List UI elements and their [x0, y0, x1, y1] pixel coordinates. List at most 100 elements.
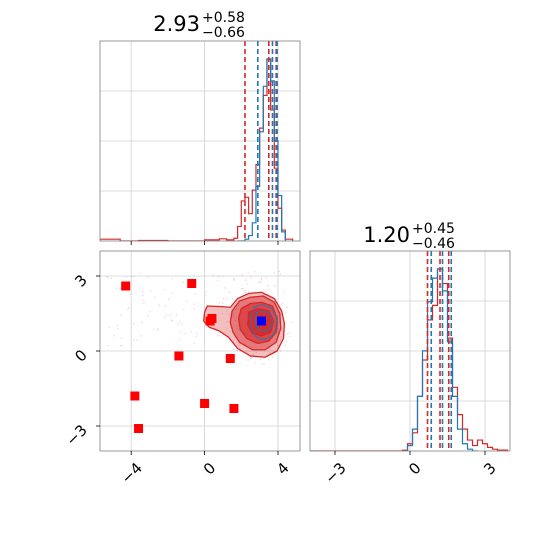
sample-point — [241, 274, 243, 276]
sample-point — [136, 339, 138, 341]
sample-point — [125, 276, 128, 278]
sample-point — [115, 287, 118, 289]
sample-point — [282, 292, 285, 294]
sample-point — [285, 312, 287, 314]
sample-point — [121, 344, 123, 346]
histogram-x-blue-series — [237, 58, 286, 241]
red-square-marker — [200, 399, 210, 408]
sample-point — [226, 327, 228, 329]
sample-point — [149, 290, 152, 293]
sample-point — [158, 304, 161, 307]
sample-point — [212, 274, 214, 276]
scatter-y-ticks: −3 0 3 — [62, 271, 100, 449]
histogram-x-title-minus: −0.66 — [202, 25, 245, 41]
sample-point — [153, 328, 155, 330]
red-square-marker — [174, 351, 184, 361]
sample-point — [225, 297, 228, 300]
sample-point — [280, 336, 282, 338]
sample-point — [263, 289, 265, 291]
sample-point — [128, 306, 130, 309]
sample-point — [246, 301, 248, 304]
sample-point — [177, 324, 179, 326]
sample-point — [113, 335, 115, 337]
contour-blue-inner — [254, 310, 274, 333]
sample-point — [284, 344, 286, 346]
sample-point — [279, 339, 282, 342]
sample-point — [240, 288, 243, 290]
sample-point — [250, 357, 252, 359]
sample-point — [154, 296, 156, 299]
histogram-x-quantile-lines — [244, 41, 278, 241]
sample-point — [251, 357, 253, 359]
sample-point — [285, 340, 288, 343]
sample-point — [267, 289, 269, 291]
sample-point — [279, 350, 282, 352]
sample-point — [233, 278, 236, 281]
sample-point — [266, 343, 268, 346]
sample-point — [184, 332, 186, 335]
sample-point — [164, 315, 166, 318]
sample-point — [224, 287, 226, 289]
sample-point — [233, 349, 235, 351]
histogram-y-ticks: −3 0 3 — [321, 451, 500, 487]
histogram-y-title-value: 1.20 — [363, 223, 410, 247]
sample-point — [260, 280, 262, 283]
sample-point — [248, 291, 250, 293]
sample-point — [225, 310, 228, 312]
sample-point — [203, 309, 205, 311]
sample-point — [181, 323, 183, 325]
sample-point — [271, 302, 273, 305]
sample-point — [247, 272, 249, 274]
sample-point — [170, 319, 172, 321]
sample-point — [279, 273, 282, 276]
sample-point — [238, 344, 241, 347]
sample-point — [167, 314, 169, 317]
sample-point — [193, 303, 195, 305]
red-square-marker — [207, 314, 217, 323]
scatter-x-ticks: −4 0 4 — [118, 451, 293, 487]
histogram-x-ticks — [130, 241, 279, 245]
histogram-y-panel: −3 0 3 1.20 +0.45 −0.46 — [309, 221, 511, 487]
sample-point — [171, 292, 174, 294]
sample-point — [221, 313, 224, 315]
sample-point — [260, 278, 263, 280]
histogram-x-grid — [100, 41, 300, 241]
sample-point — [180, 330, 182, 333]
sample-point — [245, 292, 247, 294]
x-tick-label: 0 — [405, 459, 424, 478]
sample-point — [164, 305, 167, 307]
sample-point — [171, 278, 174, 280]
sample-point — [243, 291, 246, 293]
sample-point — [219, 335, 221, 337]
sample-point — [193, 342, 195, 345]
sample-point — [233, 313, 235, 315]
sample-point — [175, 314, 178, 316]
sample-point — [269, 351, 271, 354]
sample-point — [253, 271, 256, 273]
sample-point — [257, 297, 259, 300]
sample-point — [289, 336, 291, 338]
sample-point — [170, 313, 172, 315]
sample-point — [119, 287, 122, 289]
sample-point — [247, 359, 249, 361]
scatter-markers — [121, 279, 266, 433]
sample-point — [141, 291, 144, 293]
sample-point — [263, 363, 265, 365]
sample-point — [226, 321, 228, 323]
red-square-marker — [187, 279, 197, 288]
sample-point — [254, 361, 256, 364]
sample-point — [236, 349, 238, 352]
sample-point — [133, 322, 135, 325]
sample-point — [231, 298, 234, 300]
sample-point — [143, 302, 145, 305]
sample-point — [288, 332, 291, 334]
histogram-y-quantile-lines — [426, 251, 453, 451]
sample-point — [107, 276, 109, 279]
sample-point — [281, 302, 284, 305]
red-square-marker — [121, 281, 131, 291]
x-tick-label: −3 — [321, 459, 349, 487]
sample-point — [194, 293, 197, 296]
sample-point — [272, 356, 274, 358]
sample-point — [190, 331, 193, 333]
sample-point — [265, 290, 268, 293]
